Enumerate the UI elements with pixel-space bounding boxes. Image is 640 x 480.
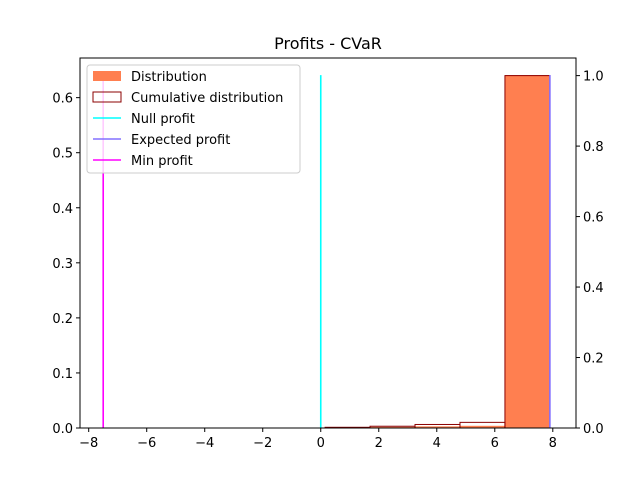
y2-tick-label: 0.2 bbox=[583, 352, 604, 367]
legend-label: Cumulative distribution bbox=[131, 91, 283, 106]
x-tick-label: −4 bbox=[195, 436, 214, 451]
legend-box bbox=[86, 64, 301, 174]
y-tick-label: 0.4 bbox=[52, 202, 73, 217]
legend-swatch-distribution bbox=[93, 71, 121, 81]
x-tick-label: 4 bbox=[433, 436, 441, 451]
y-axis-left: 0.0 0.1 0.2 0.3 0.4 0.5 0.6 bbox=[52, 92, 80, 437]
x-tick-label: −2 bbox=[253, 436, 272, 451]
x-tick-label: 6 bbox=[491, 436, 499, 451]
x-tick-label: 8 bbox=[549, 436, 557, 451]
legend: Distribution Cumulative distribution Null … bbox=[86, 64, 301, 174]
distribution-bars bbox=[325, 75, 550, 428]
y2-tick-label: 0.8 bbox=[583, 140, 604, 155]
x-tick-label: −8 bbox=[79, 436, 98, 451]
y2-tick-label: 1.0 bbox=[583, 70, 604, 85]
y-axis-right: 0.0 0.2 0.4 0.6 0.8 1.0 bbox=[576, 70, 604, 437]
y-tick-label: 0.3 bbox=[52, 257, 73, 272]
distribution-bar bbox=[504, 75, 550, 428]
y2-tick-label: 0.4 bbox=[583, 281, 604, 296]
y-tick-label: 0.5 bbox=[52, 147, 73, 162]
y-tick-label: 0.2 bbox=[52, 312, 73, 327]
distribution-bar bbox=[415, 426, 460, 428]
legend-label: Expected profit bbox=[131, 133, 230, 148]
y2-tick-label: 0.6 bbox=[583, 211, 604, 226]
x-axis: −8 −6 −4 −2 0 2 4 6 8 bbox=[79, 428, 557, 451]
legend-label: Null profit bbox=[131, 112, 195, 127]
distribution-bar bbox=[459, 425, 505, 428]
y-tick-label: 0.0 bbox=[52, 422, 73, 437]
y-tick-label: 0.6 bbox=[52, 92, 73, 107]
y2-tick-label: 0.0 bbox=[583, 422, 604, 437]
legend-swatch-cumulative bbox=[92, 91, 122, 103]
chart-title: Profits - CVaR bbox=[274, 34, 382, 53]
distribution-bar bbox=[370, 426, 416, 428]
x-tick-label: −6 bbox=[137, 436, 156, 451]
x-tick-label: 2 bbox=[375, 436, 383, 451]
plot-frame bbox=[79, 57, 577, 429]
legend-label: Min profit bbox=[131, 154, 193, 169]
legend-label: Distribution bbox=[131, 70, 207, 85]
x-tick-label: 0 bbox=[317, 436, 325, 451]
y-tick-label: 0.1 bbox=[52, 367, 73, 382]
